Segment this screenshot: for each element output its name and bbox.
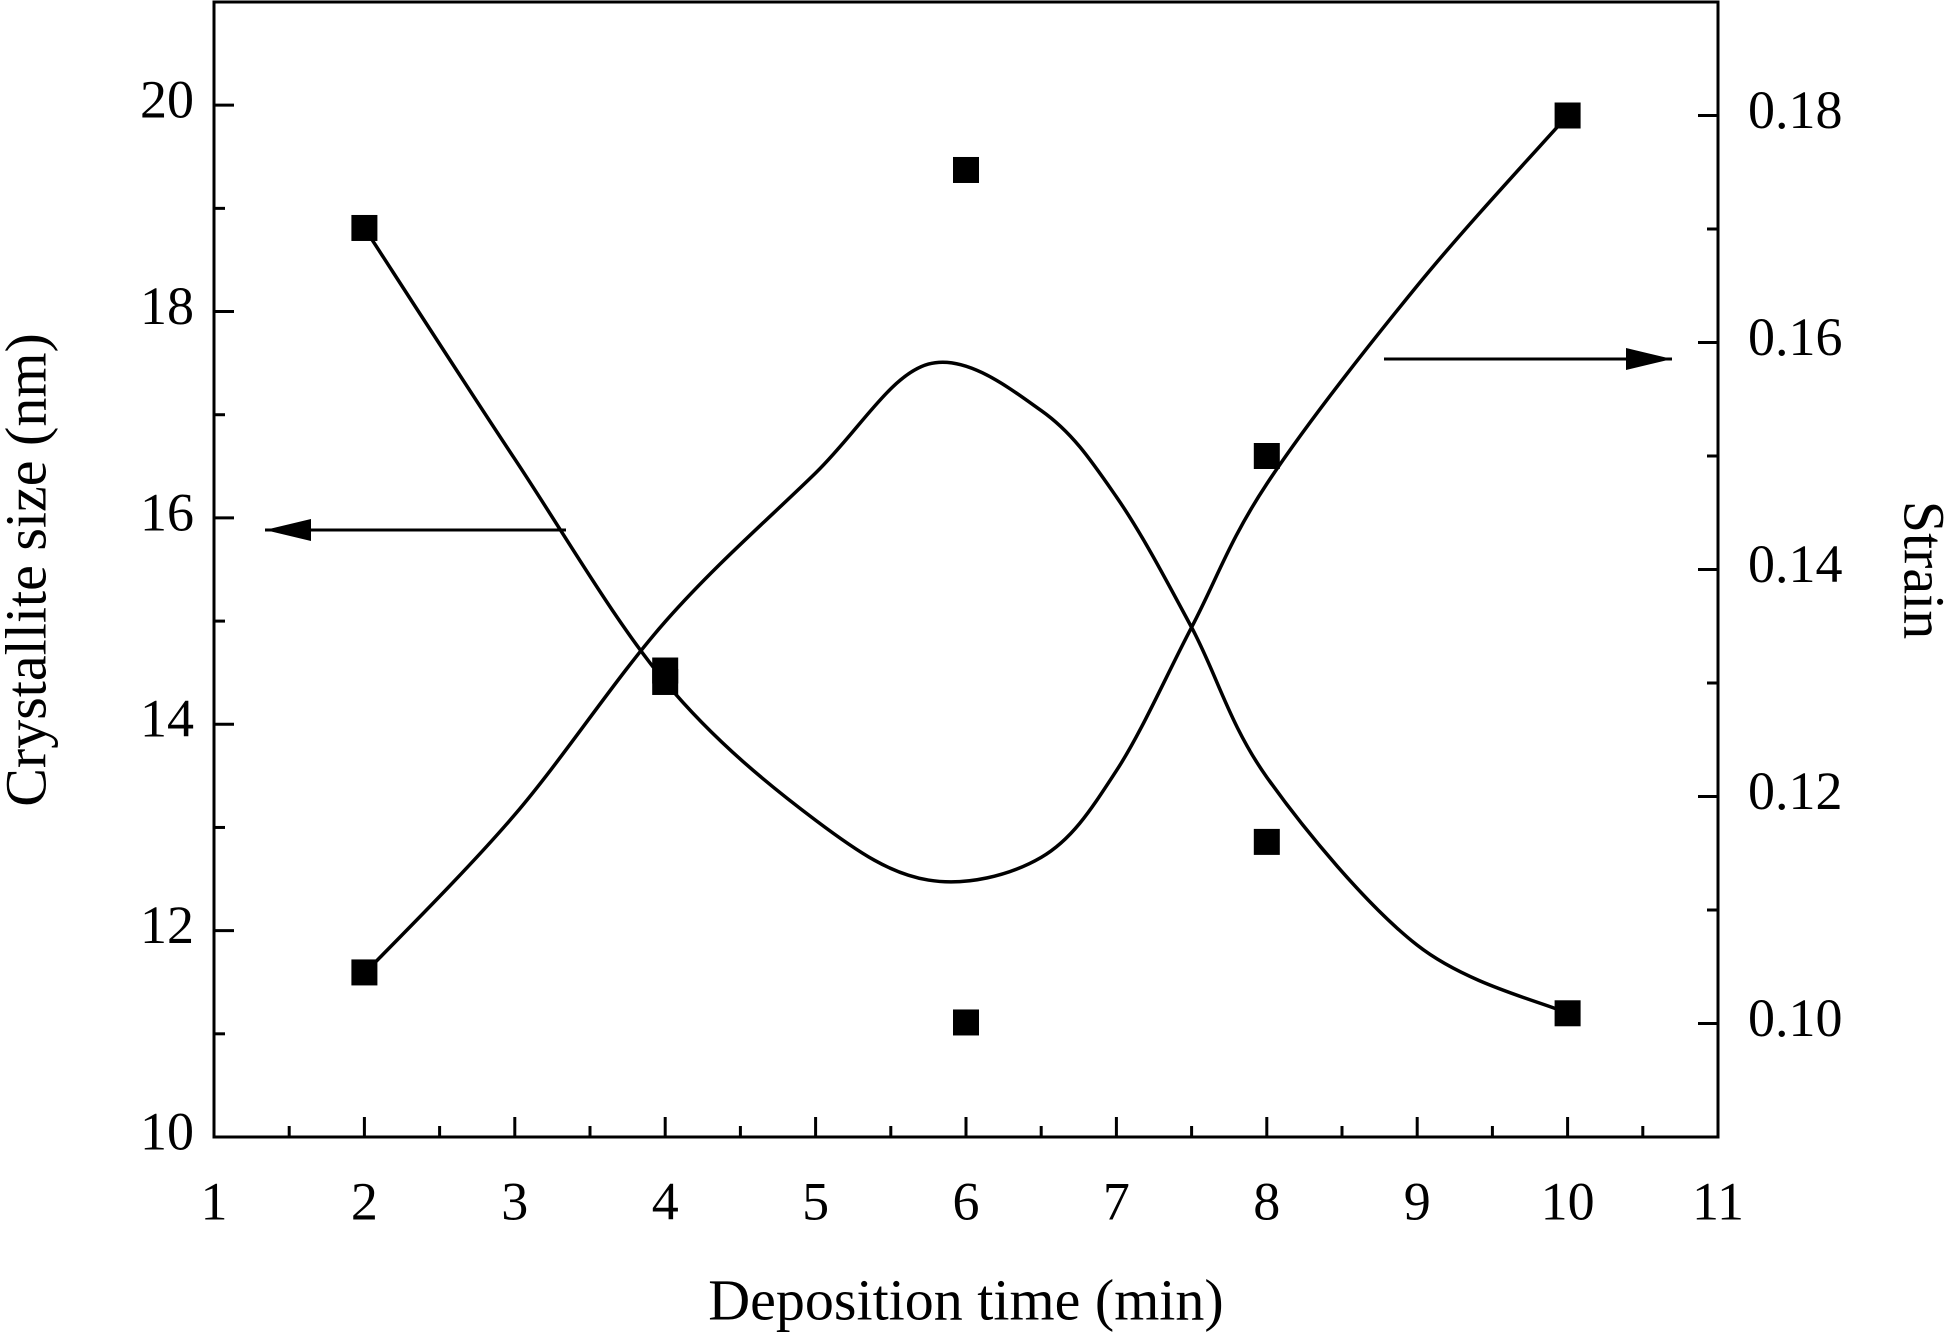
marker: [953, 156, 979, 183]
x-tick-label: 9: [1404, 1171, 1431, 1231]
x-tick-label: 5: [802, 1171, 829, 1231]
x-tick-label: 6: [953, 1171, 980, 1231]
x-tick-label: 4: [652, 1171, 679, 1231]
x-axis-label: Deposition time (min): [708, 1267, 1224, 1332]
marker: [953, 1009, 979, 1036]
y2-tick-label: 0.18: [1748, 80, 1843, 140]
y2-tick-label: 0.14: [1748, 534, 1843, 594]
y2-axis-label: Strain: [1892, 501, 1949, 640]
fit-curve: [363, 360, 1569, 1015]
fit-curve: [362, 114, 1569, 884]
x-tick-label: 8: [1253, 1171, 1280, 1231]
x-tick-label: 1: [201, 1171, 228, 1231]
x-tick-label: 2: [351, 1171, 378, 1231]
y-tick-label: 20: [140, 70, 194, 130]
x-tick-label: 7: [1103, 1171, 1130, 1231]
y-tick-label: 10: [140, 1101, 194, 1161]
y-axis-label: Crystallite size (nm): [0, 333, 58, 807]
marker: [1253, 828, 1280, 855]
y2-tick-label: 0.16: [1748, 307, 1843, 367]
x-tick-label: 11: [1692, 1171, 1744, 1231]
y2-tick-label: 0.10: [1748, 988, 1843, 1048]
arrow-head: [1626, 348, 1672, 370]
arrow-head: [265, 519, 311, 541]
y2-tick-label: 0.12: [1748, 761, 1843, 821]
y-tick-label: 12: [140, 895, 194, 955]
y-tick-label: 14: [140, 689, 194, 749]
x-tick-label: 10: [1541, 1171, 1595, 1231]
x-tick-label: 3: [501, 1171, 528, 1231]
marker: [1253, 443, 1280, 469]
y-tick-label: 18: [140, 276, 194, 336]
y-tick-label: 16: [140, 482, 194, 542]
